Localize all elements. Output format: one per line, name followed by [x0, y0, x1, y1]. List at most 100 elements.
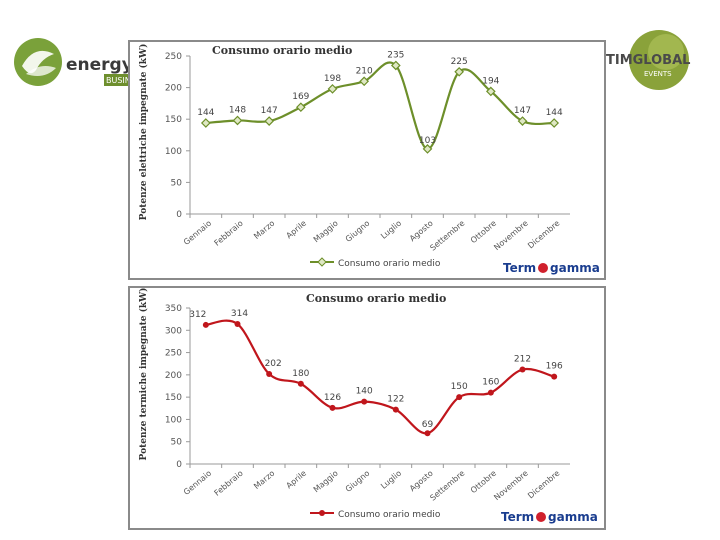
data-point [327, 84, 338, 94]
data-point [456, 394, 463, 401]
data-point [485, 86, 496, 97]
y-tick-label: 0 [176, 210, 182, 220]
data-point [517, 116, 528, 126]
y-tick-label: 250 [165, 349, 182, 359]
legend-marker [319, 510, 325, 516]
data-label: 144 [546, 108, 563, 118]
x-tick-label: Marzo [252, 219, 276, 242]
data-point [234, 321, 241, 328]
x-tick-label: Dicembre [526, 469, 561, 501]
x-tick-label: Gennaio [182, 469, 213, 497]
y-tick-label: 300 [165, 326, 182, 336]
y-tick-label: 100 [165, 147, 182, 157]
x-tick-label: Ottobre [469, 469, 498, 496]
termogamma-watermark: Term gamma [503, 261, 600, 275]
watermark-word-end: gamma [548, 510, 598, 524]
logo-right-line2: EVENTS [644, 70, 672, 78]
termogamma-watermark: Term gamma [501, 510, 598, 524]
x-tick-label: Giugno [344, 219, 372, 244]
watermark-dot-icon [536, 512, 546, 522]
data-label: 150 [451, 382, 468, 392]
data-label: 148 [229, 105, 246, 115]
data-point [392, 406, 399, 413]
data-label: 122 [387, 395, 404, 405]
watermark-word-start: Term [503, 261, 536, 275]
data-point [422, 144, 433, 154]
x-tick-label: Luglio [379, 469, 403, 491]
x-tick-label: Dicembre [526, 219, 561, 251]
thermal-power-chart: Consumo orario medio Potenze termiche im… [138, 288, 598, 524]
data-label: 69 [422, 420, 434, 430]
data-label: 196 [546, 362, 563, 372]
data-point [361, 398, 368, 405]
data-point [487, 389, 494, 396]
chart-title: Consumo orario medio [212, 44, 352, 57]
y-axis-label: Potenze elettriche impegnate (kW) [138, 44, 149, 221]
data-point [297, 380, 304, 387]
y-tick-label: 200 [165, 84, 182, 94]
legend-marker [317, 257, 327, 267]
data-point [202, 321, 209, 328]
data-label: 202 [265, 359, 282, 369]
x-tick-label: Novembre [492, 219, 530, 253]
x-tick-label: Febbraio [213, 219, 245, 248]
data-point [232, 115, 243, 126]
data-point [390, 60, 401, 71]
x-tick-label: Agosto [408, 469, 435, 494]
x-tick-label: Marzo [252, 469, 276, 492]
data-point [329, 404, 336, 411]
data-label: 194 [482, 76, 499, 86]
data-point [359, 76, 370, 87]
y-tick-label: 50 [171, 178, 183, 188]
data-label: 225 [451, 57, 468, 67]
x-tick-label: Giugno [344, 469, 372, 494]
x-tick-label: Aprile [285, 469, 309, 491]
data-point [551, 373, 558, 380]
data-point [264, 116, 275, 126]
x-tick-label: Luglio [379, 219, 403, 241]
data-label: 210 [356, 66, 373, 76]
y-tick-label: 150 [165, 393, 182, 403]
y-tick-label: 50 [171, 438, 183, 448]
data-label: 144 [197, 108, 214, 118]
series-line [205, 319, 555, 435]
logo-left-sub: BUSINESS [106, 76, 130, 85]
data-label: 169 [292, 92, 309, 102]
watermark-dot-icon [538, 263, 548, 273]
data-label: 103 [419, 136, 436, 146]
data-label: 180 [292, 369, 309, 379]
x-tick-label: Ottobre [469, 219, 498, 246]
y-tick-label: 150 [165, 115, 182, 125]
energy-efficiency-logo: energy effi BUSINESS [12, 36, 130, 96]
data-label: 126 [324, 393, 341, 403]
data-point [266, 370, 273, 377]
data-label: 212 [514, 355, 531, 365]
x-tick-label: Novembre [492, 469, 530, 503]
x-tick-label: Maggio [312, 219, 340, 245]
data-label: 314 [231, 309, 248, 319]
timglobal-logo: TIMGLOBAL EVENTS [604, 28, 694, 92]
data-point [549, 118, 560, 128]
data-label: 147 [514, 106, 531, 116]
watermark-word-start: Term [501, 510, 534, 524]
data-label: 312 [189, 310, 206, 320]
series-line [205, 61, 555, 151]
electric-power-chart: Consumo orario medio Potenze elettriche … [138, 44, 600, 275]
x-tick-label: Aprile [285, 219, 309, 241]
data-point [200, 118, 211, 128]
x-tick-label: Maggio [312, 469, 340, 495]
y-tick-label: 0 [176, 460, 182, 470]
watermark-word-end: gamma [550, 261, 600, 275]
data-point [295, 102, 306, 113]
logo-right-line1: TIMGLOBAL [606, 53, 690, 68]
data-point [454, 66, 465, 77]
y-axis-label: Potenze termiche impegnate (kW) [138, 288, 149, 460]
x-tick-label: Febbraio [213, 469, 245, 498]
data-label: 160 [482, 378, 499, 388]
legend-label: Consumo orario medio [338, 259, 441, 269]
data-label: 235 [387, 50, 404, 60]
data-point [424, 430, 431, 437]
logo-left-text: energy effi [66, 55, 130, 75]
data-label: 198 [324, 74, 341, 84]
chart-panel-thermal: Consumo orario medio Potenze termiche im… [128, 286, 606, 530]
